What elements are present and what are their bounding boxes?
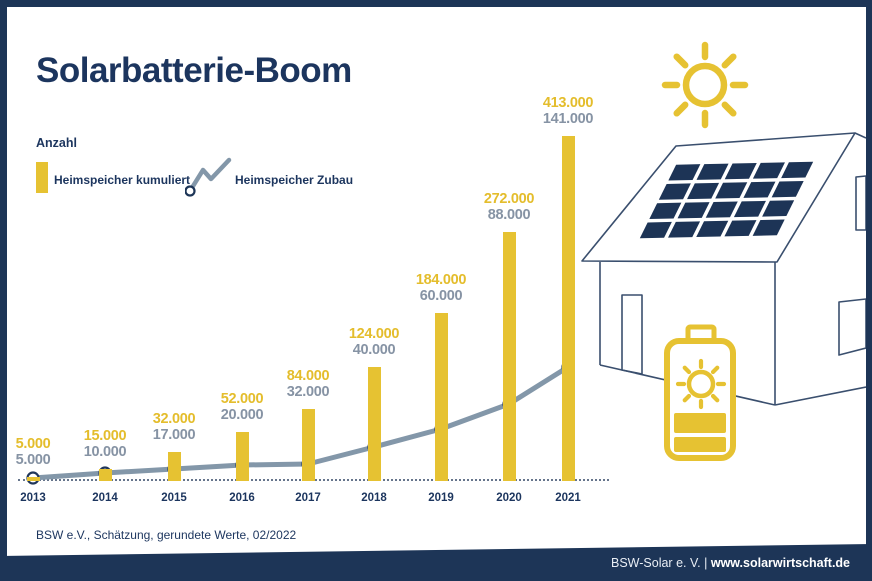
addition-value: 141.000	[542, 111, 594, 127]
footer-credit: BSW-Solar e. V. | www.solarwirtschaft.de	[611, 556, 850, 570]
cumulative-value: 413.000	[542, 95, 594, 111]
value-labels-2017: 84.000 32.000	[263, 368, 353, 400]
cumulative-value: 124.000	[348, 326, 400, 342]
bar-2021	[561, 136, 575, 481]
x-tick-2020: 2020	[496, 492, 522, 504]
cumulative-value: 184.000	[415, 272, 467, 288]
addition-value: 20.000	[220, 407, 264, 423]
footer-org: BSW-Solar e. V.	[611, 556, 701, 570]
x-tick-2016: 2016	[229, 492, 255, 504]
bar-2013	[26, 477, 40, 481]
value-labels-2020: 272.000 88.000	[464, 191, 554, 223]
value-labels-2015: 32.000 17.000	[129, 411, 219, 443]
cumulative-value: 52.000	[220, 391, 264, 407]
x-tick-2021: 2021	[555, 492, 581, 504]
value-labels-2014: 15.000 10.000	[60, 428, 150, 460]
x-tick-2015: 2015	[161, 492, 187, 504]
page-title: Solarbatterie-Boom	[36, 51, 352, 90]
value-labels-2013: 5.000 5.000	[7, 436, 78, 468]
value-labels-2021: 413.000 141.000	[523, 95, 613, 127]
addition-value: 40.000	[352, 342, 396, 358]
chart-area: 5.000 5.000 2013 15.000 10.000 2014 32.000 17.0…	[7, 7, 866, 581]
cumulative-value: 5.000	[15, 436, 51, 452]
footer-url: www.solarwirtschaft.de	[710, 556, 850, 570]
x-tick-2014: 2014	[92, 492, 118, 504]
x-tick-2017: 2017	[295, 492, 321, 504]
content-card: Solarbatterie-Boom Anzahl Heimspeicher k…	[7, 7, 866, 581]
bar-2019	[434, 313, 448, 481]
addition-value: 17.000	[152, 427, 196, 443]
x-tick-2013: 2013	[20, 492, 46, 504]
addition-value: 88.000	[487, 207, 531, 223]
value-labels-2018: 124.000 40.000	[329, 326, 419, 358]
addition-value: 5.000	[15, 452, 51, 468]
bar-legend-swatch	[36, 162, 48, 193]
cumulative-value: 84.000	[286, 368, 330, 384]
line-legend-icon	[185, 157, 232, 197]
cumulative-value: 15.000	[83, 428, 127, 444]
bar-2018	[367, 367, 381, 481]
value-labels-2019: 184.000 60.000	[396, 272, 486, 304]
addition-value: 10.000	[83, 444, 127, 460]
cumulative-value: 272.000	[483, 191, 535, 207]
bar-2015	[167, 452, 181, 481]
footer-separator: |	[704, 556, 708, 570]
value-labels-2016: 52.000 20.000	[197, 391, 287, 423]
y-axis-label: Anzahl	[36, 136, 77, 150]
x-tick-2019: 2019	[428, 492, 454, 504]
bar-2016	[235, 432, 249, 481]
bar-legend-label: Heimspeicher kumuliert	[54, 173, 191, 187]
bar-2020	[502, 232, 516, 481]
bar-2017	[301, 409, 315, 481]
addition-value: 32.000	[286, 384, 330, 400]
source-note: BSW e.V., Schätzung, gerundete Werte, 02…	[36, 528, 297, 542]
bar-2014	[98, 469, 112, 481]
x-tick-2018: 2018	[361, 492, 387, 504]
line-legend-label: Heimspeicher Zubau	[235, 173, 354, 187]
cumulative-value: 32.000	[152, 411, 196, 427]
addition-value: 60.000	[419, 288, 463, 304]
